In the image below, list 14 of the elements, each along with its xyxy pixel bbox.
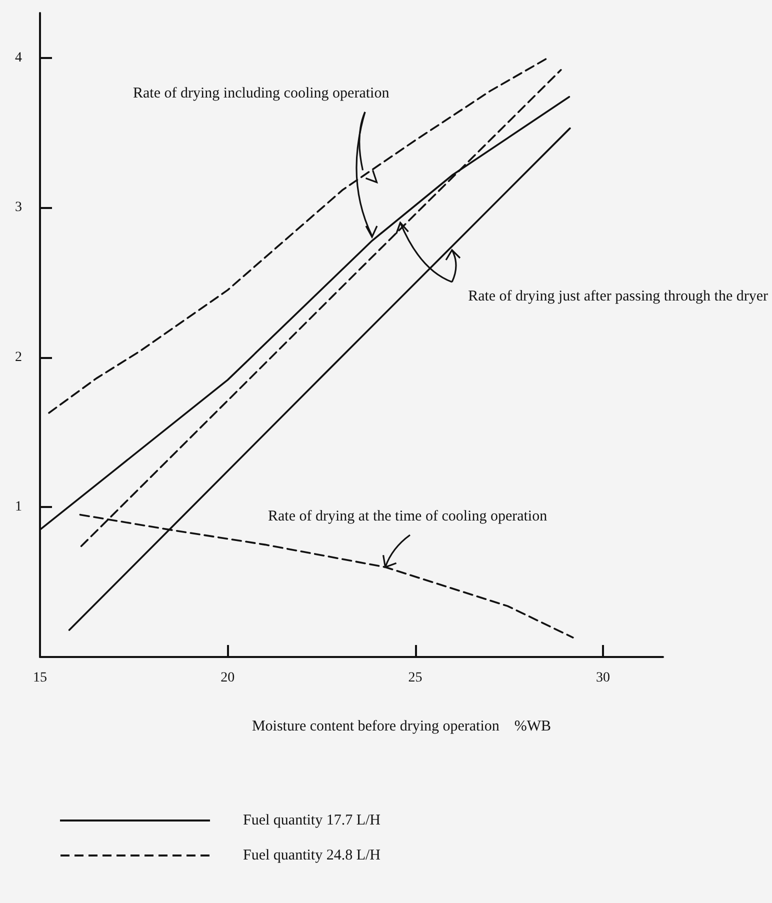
y-tick-label: 4 bbox=[15, 50, 22, 66]
annotation: Rate of drying just after passing through the dryer bbox=[468, 288, 768, 304]
legend-label: Fuel quantity 24.8 L/H bbox=[243, 848, 381, 864]
annotation: Rate of drying including cooling operation bbox=[133, 86, 390, 102]
x-tick-label: 30 bbox=[596, 670, 610, 686]
x-tick-label: 25 bbox=[408, 670, 422, 686]
x-tick-label: 20 bbox=[220, 670, 235, 686]
y-tick-label: 1 bbox=[15, 500, 22, 515]
y-tick-label: 3 bbox=[15, 200, 22, 216]
x-axis-title: Moisture content before drying operation %WB bbox=[252, 718, 552, 734]
annotation: Rate of drying at the time of cooling operation bbox=[268, 508, 548, 524]
y-tick-label: 2 bbox=[15, 350, 22, 365]
legend-label: Fuel quantity 17.7 L/H bbox=[243, 812, 381, 828]
x-tick-label: 15 bbox=[33, 670, 47, 686]
